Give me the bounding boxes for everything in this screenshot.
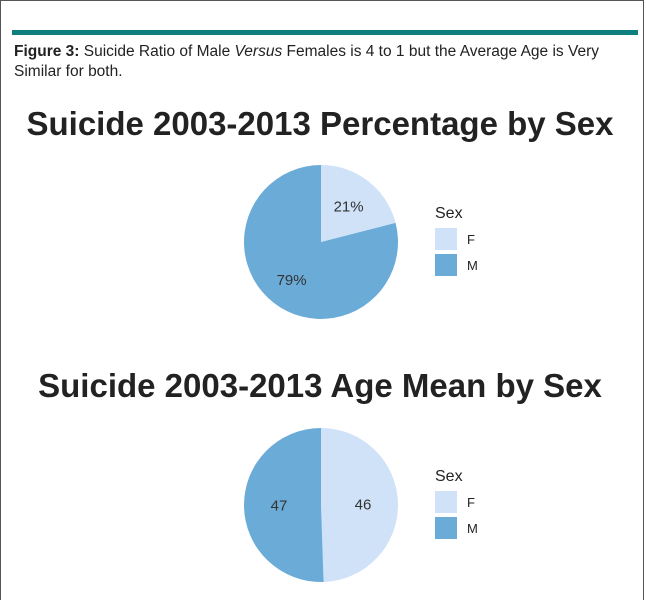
chart-title-percentage: Suicide 2003-2013 Percentage by Sex <box>26 105 614 142</box>
legend-title: Sex <box>435 205 463 222</box>
legend-label-m: M <box>467 258 478 273</box>
legend-label-f: F <box>467 232 475 247</box>
legend-swatch-f <box>435 491 457 513</box>
legend-swatch-m <box>435 254 457 276</box>
pie-label-f: 46 <box>355 496 372 513</box>
legend-swatch-m <box>435 517 457 539</box>
caption-label: Figure 3: <box>14 43 80 60</box>
legend-swatch-f <box>435 228 457 250</box>
accent-bar <box>12 30 638 35</box>
caption-text-italic: Versus <box>234 43 283 60</box>
pie-label-f: 21% <box>334 198 364 215</box>
legend-label-m: M <box>467 521 478 536</box>
legend-label-f: F <box>467 495 475 510</box>
caption-text-1: Suicide Ratio of Male <box>79 43 235 60</box>
legend-title: Sex <box>435 468 463 485</box>
figure-caption: Figure 3: Suicide Ratio of Male Versus F… <box>14 42 634 82</box>
pie-slice-m <box>243 428 324 582</box>
caption-text-2: Females is 4 to 1 but the Average Age is… <box>14 43 599 80</box>
pie-slice-f <box>321 165 396 242</box>
pie-label-m: 47 <box>271 498 288 515</box>
chart-title-age-mean: Suicide 2003-2013 Age Mean by Sex <box>38 367 602 404</box>
pie-label-m: 79% <box>277 272 307 289</box>
pie-slice-m <box>244 165 398 319</box>
pie-slice-f <box>321 428 398 582</box>
